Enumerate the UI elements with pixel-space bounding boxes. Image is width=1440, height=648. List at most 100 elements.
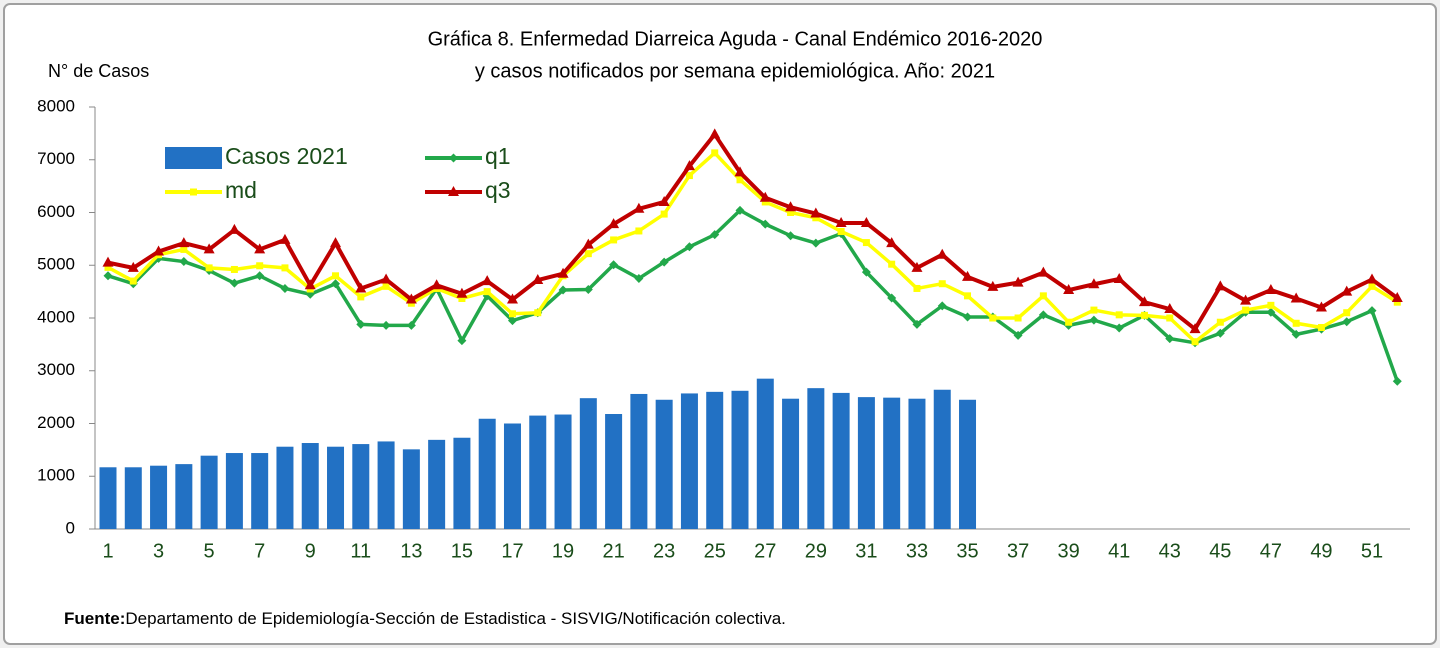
- x-tick-label: 15: [451, 540, 473, 562]
- bar: [453, 437, 471, 529]
- marker: [508, 310, 516, 318]
- marker: [381, 320, 391, 330]
- marker: [279, 233, 291, 244]
- bar: [478, 418, 496, 529]
- marker: [382, 282, 390, 290]
- marker: [887, 293, 897, 303]
- marker: [254, 243, 266, 254]
- marker: [659, 257, 669, 267]
- marker: [634, 273, 644, 283]
- marker: [1343, 309, 1351, 317]
- marker: [534, 309, 542, 317]
- marker: [1115, 311, 1123, 319]
- marker: [912, 319, 922, 329]
- bar: [554, 414, 572, 529]
- marker: [129, 277, 137, 285]
- marker: [228, 223, 240, 234]
- marker: [860, 217, 872, 228]
- marker: [1267, 301, 1275, 309]
- bar: [276, 446, 294, 529]
- x-tick-label: 35: [956, 540, 978, 562]
- y-tick-label: 8000: [37, 96, 75, 115]
- bar: [352, 444, 370, 529]
- bar: [933, 389, 951, 529]
- x-tick-label: 25: [704, 540, 726, 562]
- marker: [357, 293, 365, 301]
- x-tick-label: 17: [501, 540, 523, 562]
- marker: [1341, 285, 1353, 296]
- marker: [938, 280, 946, 288]
- marker: [886, 237, 898, 248]
- x-tick-label: 19: [552, 540, 574, 562]
- x-tick-label: 39: [1058, 540, 1080, 562]
- marker: [610, 236, 618, 244]
- marker: [179, 257, 189, 267]
- x-tick-label: 47: [1260, 540, 1282, 562]
- marker: [281, 264, 289, 272]
- marker: [103, 271, 113, 281]
- bar: [428, 439, 446, 529]
- legend-label: q1: [485, 143, 511, 169]
- bar: [630, 393, 648, 529]
- x-tick-label: 3: [153, 540, 164, 562]
- marker: [584, 250, 592, 258]
- marker: [1090, 306, 1098, 314]
- marker: [458, 294, 466, 302]
- marker: [759, 191, 771, 202]
- bar: [680, 393, 698, 529]
- marker: [153, 245, 165, 256]
- bar: [756, 378, 774, 529]
- x-tick-label: 5: [204, 540, 215, 562]
- y-tick-label: 5000: [37, 255, 75, 274]
- y-tick-label: 1000: [37, 466, 75, 485]
- bar: [175, 464, 193, 529]
- marker: [888, 260, 896, 268]
- x-tick-label: 31: [855, 540, 877, 562]
- x-tick-label: 45: [1209, 540, 1231, 562]
- marker: [911, 261, 923, 272]
- marker: [936, 248, 948, 259]
- marker: [963, 312, 973, 322]
- bar: [402, 449, 420, 529]
- marker: [937, 301, 947, 311]
- marker: [1140, 311, 1148, 319]
- marker: [913, 284, 921, 292]
- bar: [301, 443, 319, 529]
- bar: [251, 453, 269, 529]
- x-tick-label: 23: [653, 540, 675, 562]
- bar: [605, 414, 623, 529]
- marker: [230, 265, 238, 273]
- marker: [178, 237, 190, 248]
- legend-label: Casos 2021: [225, 143, 348, 169]
- marker: [735, 205, 745, 215]
- bar: [579, 398, 597, 529]
- marker: [380, 273, 392, 284]
- marker: [102, 256, 114, 267]
- y-tick-label: 2000: [37, 413, 75, 432]
- marker: [861, 267, 871, 277]
- marker: [989, 314, 997, 322]
- x-tick-label: 33: [906, 540, 928, 562]
- bar: [959, 399, 977, 529]
- marker: [835, 217, 847, 228]
- marker: [1368, 282, 1376, 290]
- bar: [832, 392, 850, 529]
- chart-title: Gráfica 8. Enfermedad Diarreica Aguda - …: [428, 28, 1043, 50]
- marker: [1138, 296, 1150, 307]
- source: Fuente:Departamento de Epidemiología-Sec…: [64, 609, 786, 628]
- marker: [862, 239, 870, 247]
- y-tick-label: 4000: [37, 307, 75, 326]
- marker: [355, 282, 367, 293]
- marker: [1216, 318, 1224, 326]
- marker: [1039, 292, 1047, 300]
- marker: [987, 280, 999, 291]
- marker: [557, 267, 569, 278]
- marker: [1038, 310, 1048, 320]
- marker: [633, 202, 645, 213]
- marker: [405, 293, 417, 304]
- x-tick-label: 21: [602, 540, 624, 562]
- source-label: Fuente:: [64, 609, 125, 628]
- marker: [1166, 314, 1174, 322]
- bar: [529, 415, 547, 529]
